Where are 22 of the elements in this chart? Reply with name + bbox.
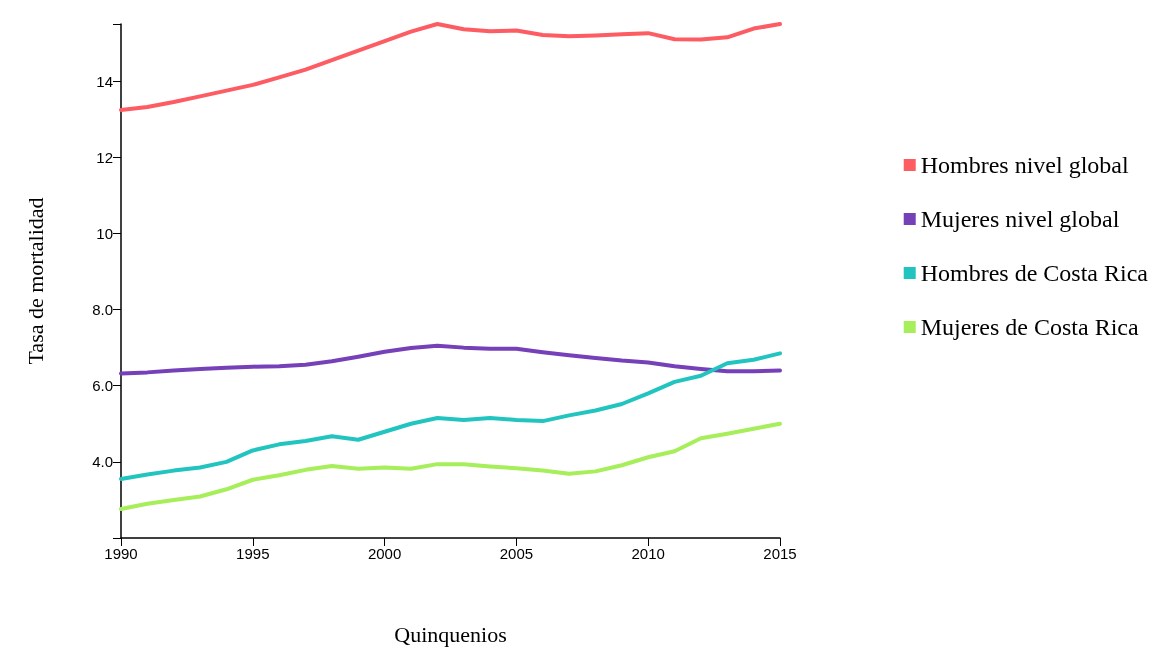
y-tick-label: 8.0 <box>92 301 113 319</box>
x-tick-label: 1990 <box>104 545 138 562</box>
line-series <box>119 421 782 512</box>
x-tick-label: 2005 <box>499 545 534 562</box>
y-tick-label: 14 <box>96 72 113 90</box>
y-tick-label: 10 <box>96 224 113 242</box>
line-series <box>119 22 782 113</box>
x-tick-label: 2015 <box>763 545 797 562</box>
y-tick-label: 12 <box>96 148 113 166</box>
y-axis-title: Tasa de mortalidad <box>22 197 48 365</box>
y-tick-label: 4.0 <box>92 453 113 471</box>
legend-label: Hombres de Costa Rica <box>920 260 1149 286</box>
legend-label: Mujeres de Costa Rica <box>920 314 1140 340</box>
legend-label: Mujeres nivel global <box>920 206 1120 232</box>
y-tick-label: 6.0 <box>92 377 113 395</box>
line-series <box>119 343 782 376</box>
x-tick-label: 2000 <box>367 545 402 562</box>
line-series <box>119 351 782 481</box>
x-tick-label: 2010 <box>631 545 665 562</box>
x-axis-title: Quinquenios <box>394 621 507 647</box>
legend-label: Hombres nivel global <box>920 152 1130 178</box>
x-tick-label: 1995 <box>236 545 270 562</box>
